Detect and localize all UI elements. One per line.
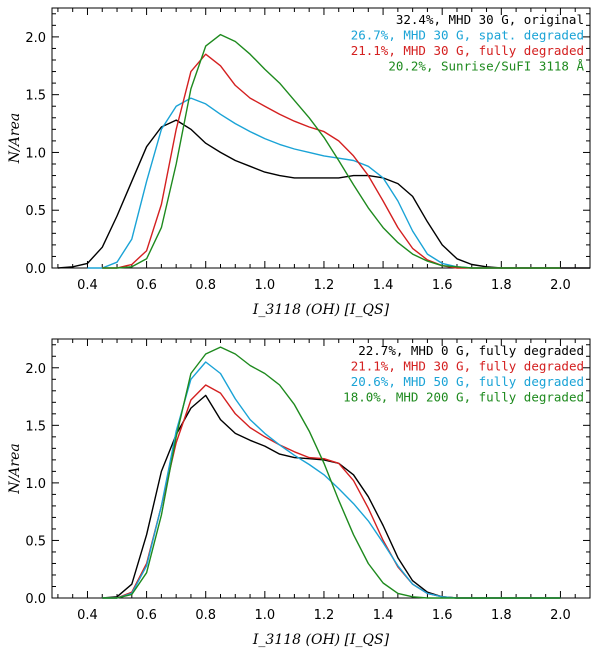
y-tick-label: 0.5 [25, 534, 46, 549]
top-panel: 0.4 0.6 0.8 1.0 1.2 1.4 1.6 1.8 2.0 0.0 0.5 1.0 1.5 2… [7, 7, 591, 318]
legend-entry-0: 32.4%, MHD 30 G, original [396, 12, 584, 27]
bottom-panel: 0.4 0.6 0.8 1.0 1.2 1.4 1.6 1.8 2.0 0.0 0.5 1.0 1.5 2… [7, 338, 591, 648]
x-tick-label: 1.2 [314, 278, 335, 293]
series-line-2 [102, 53, 561, 269]
legend-entry-1: 26.7%, MHD 30 G, spat. degraded [351, 28, 584, 43]
series-line-2 [102, 361, 561, 599]
y-axis-label: N/Area [7, 443, 23, 494]
x-tick-label: 1.2 [314, 608, 335, 623]
x-axis-label: I_3118 (OH) [I_QS] [252, 632, 390, 648]
legend-entry-1: 21.1%, MHD 30 G, fully degraded [351, 359, 584, 374]
legend-entry-2: 21.1%, MHD 30 G, fully degraded [351, 43, 584, 58]
legend-entry-0: 22.7%, MHD 0 G, fully degraded [358, 343, 584, 358]
y-tick-label: 2.0 [25, 362, 46, 377]
x-tick-label: 2.0 [550, 278, 571, 293]
legend-entry-3: 18.0%, MHD 200 G, fully degraded [343, 390, 584, 405]
x-tick-label: 1.8 [491, 608, 512, 623]
x-tick-label: 1.8 [491, 278, 512, 293]
y-axis-label: N/Area [7, 113, 23, 164]
x-tick-label: 1.6 [432, 608, 453, 623]
y-tick-label: 1.0 [25, 477, 46, 492]
y-tick-label: 0.5 [25, 204, 46, 219]
legend-entry-2: 20.6%, MHD 50 G, fully degraded [351, 374, 584, 389]
y-tick-label: 0.0 [25, 592, 46, 607]
series-line-1 [87, 97, 561, 269]
plot-frame [51, 7, 591, 269]
x-tick-label: 1.0 [254, 608, 275, 623]
x-tick-label: 0.6 [136, 278, 157, 293]
series-line-3 [102, 346, 561, 599]
y-tick-label: 1.0 [25, 146, 46, 161]
x-tick-label: 0.4 [77, 278, 98, 293]
y-tick-label: 2.0 [25, 31, 46, 46]
x-tick-label: 1.4 [373, 278, 394, 293]
x-tick-label: 0.8 [195, 278, 216, 293]
x-tick-label: 2.0 [550, 608, 571, 623]
y-tick-label: 1.5 [25, 419, 46, 434]
series-line-1 [102, 384, 561, 599]
y-tick-label: 1.5 [25, 89, 46, 104]
x-tick-label: 1.0 [254, 278, 275, 293]
x-tick-label: 1.4 [373, 608, 394, 623]
series-line-0 [102, 394, 561, 599]
plot-frame [51, 338, 591, 599]
x-tick-label: 0.6 [136, 608, 157, 623]
x-tick-label: 0.4 [77, 608, 98, 623]
y-tick-label: 0.0 [25, 262, 46, 277]
x-tick-label: 1.6 [432, 278, 453, 293]
x-tick-label: 0.8 [195, 608, 216, 623]
x-axis-label: I_3118 (OH) [I_QS] [252, 302, 390, 318]
legend-entry-3: 20.2%, Sunrise/SuFI 3118 Å [388, 59, 584, 74]
series-line-0 [57, 119, 590, 269]
series-line-3 [102, 33, 561, 269]
